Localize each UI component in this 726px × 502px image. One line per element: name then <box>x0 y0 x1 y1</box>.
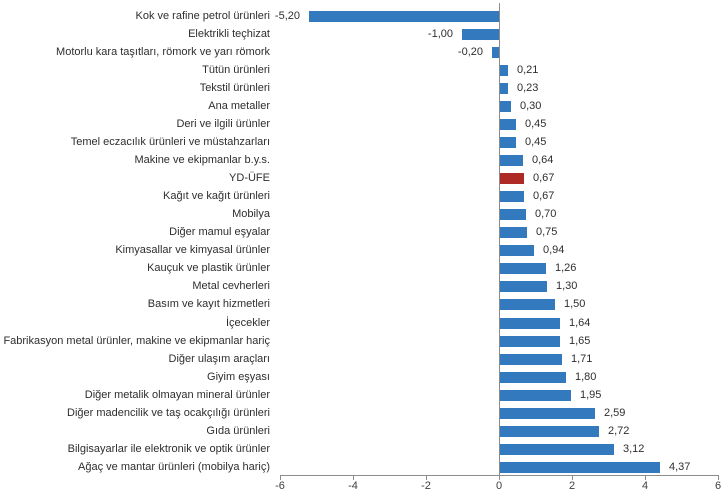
value-label: -1,00 <box>427 28 453 40</box>
category-label: Diğer madencilik ve taş ocakçılığı ürünl… <box>67 407 270 419</box>
bar <box>500 336 560 347</box>
bar <box>492 47 499 58</box>
category-label: Gıda ürünleri <box>206 425 270 437</box>
category-label: Temel eczacılık ürünleri ve müstahzarlar… <box>70 136 270 148</box>
value-label: 4,37 <box>669 461 691 473</box>
category-label: Fabrikasyon metal ürünler, makine ve eki… <box>3 335 270 347</box>
bar <box>500 155 523 166</box>
x-axis-tick <box>645 476 646 480</box>
value-label: 0,45 <box>525 118 547 130</box>
bar <box>500 101 511 112</box>
bar <box>500 281 547 292</box>
category-label: Giyim eşyası <box>207 371 270 383</box>
x-axis-tick <box>353 476 354 480</box>
bar <box>462 29 499 40</box>
value-label: 1,64 <box>569 317 591 329</box>
bar <box>500 173 524 184</box>
value-label: 1,50 <box>564 298 586 310</box>
value-label: 1,80 <box>575 371 597 383</box>
category-label: Kok ve rafine petrol ürünleri <box>135 10 270 22</box>
bar <box>500 119 516 130</box>
value-label: 1,26 <box>555 262 577 274</box>
x-axis-tick-label: -6 <box>275 480 285 492</box>
value-label: 0,67 <box>533 172 555 184</box>
category-label: Kimyasallar ve kimyasal ürünler <box>115 244 270 256</box>
bar <box>500 462 660 473</box>
category-label: Tütün ürünleri <box>202 64 270 76</box>
category-label: Bilgisayarlar ile elektronik ve optik ür… <box>67 443 270 455</box>
x-axis-tick <box>426 476 427 480</box>
category-label: YD-ÜFE <box>229 172 270 184</box>
x-axis-tick <box>499 476 500 480</box>
value-label: 3,12 <box>623 443 645 455</box>
x-axis-tick-label: -2 <box>421 480 431 492</box>
category-label: İçecekler <box>225 317 270 329</box>
bar <box>500 299 555 310</box>
category-label: Elektrikli teçhizat <box>188 28 270 40</box>
category-label: Ağaç ve mantar ürünleri (mobilya hariç) <box>78 461 270 473</box>
bar <box>500 83 508 94</box>
value-label: 0,64 <box>532 154 554 166</box>
bar <box>500 444 614 455</box>
category-label: Tekstil ürünleri <box>199 82 270 94</box>
bar <box>309 11 499 22</box>
x-axis-tick-label: 0 <box>495 480 503 492</box>
bar <box>500 191 524 202</box>
category-label: Diğer ulaşım araçları <box>168 353 270 365</box>
category-label: Deri ve ilgili ürünler <box>176 118 270 130</box>
bar <box>500 137 516 148</box>
category-label: Ana metaller <box>208 100 270 112</box>
value-label: 1,71 <box>571 353 593 365</box>
value-label: -0,20 <box>457 46 483 58</box>
x-axis-tick <box>572 476 573 480</box>
x-axis-tick-label: 4 <box>641 480 649 492</box>
bar <box>500 426 599 437</box>
category-label: Makine ve ekipmanlar b.y.s. <box>134 154 270 166</box>
value-label: 1,95 <box>580 389 602 401</box>
category-label: Metal cevherleri <box>192 280 270 292</box>
bar <box>500 245 534 256</box>
value-label: 0,70 <box>535 208 557 220</box>
value-label: 1,65 <box>569 335 591 347</box>
value-label: 0,94 <box>543 244 565 256</box>
category-label: Kauçuk ve plastik ürünler <box>147 262 270 274</box>
value-label: 2,59 <box>604 407 626 419</box>
category-label: Diğer mamul eşyalar <box>169 226 270 238</box>
x-axis-line <box>280 475 719 476</box>
value-label: 0,21 <box>517 64 539 76</box>
category-label: Mobilya <box>232 208 270 220</box>
bar <box>500 227 527 238</box>
x-axis-tick <box>718 476 719 480</box>
value-label: -5,20 <box>274 10 300 22</box>
bar <box>500 65 508 76</box>
value-label: 0,30 <box>520 100 542 112</box>
category-label: Diğer metalik olmayan mineral ürünler <box>84 389 270 401</box>
category-label: Motorlu kara taşıtları, römork ve yarı r… <box>56 46 270 58</box>
x-axis-tick-label: 6 <box>714 480 722 492</box>
bar <box>500 408 595 419</box>
value-label: 0,45 <box>525 136 547 148</box>
value-label: 1,30 <box>556 280 578 292</box>
bar <box>500 354 562 365</box>
category-label: Basım ve kayıt hizmetleri <box>147 298 270 310</box>
bar <box>500 209 526 220</box>
x-axis-tick-label: -4 <box>348 480 358 492</box>
value-label: 0,23 <box>517 82 539 94</box>
x-axis-tick-label: 2 <box>568 480 576 492</box>
bar <box>500 390 571 401</box>
value-label: 0,67 <box>533 190 555 202</box>
category-label: Kağıt ve kağıt ürünleri <box>162 190 270 202</box>
bar <box>500 263 546 274</box>
value-label: 0,75 <box>536 226 558 238</box>
bar <box>500 372 566 383</box>
x-axis-tick <box>280 476 281 480</box>
value-label: 2,72 <box>608 425 630 437</box>
bar <box>500 318 560 329</box>
zero-gridline <box>499 3 500 476</box>
